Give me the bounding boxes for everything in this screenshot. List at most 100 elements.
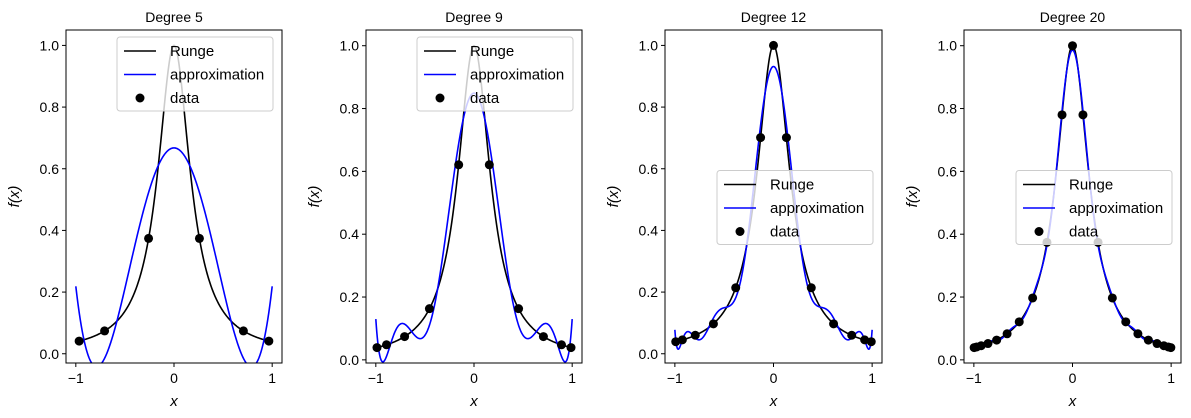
x-axis-label: x bbox=[1068, 393, 1077, 410]
data-point bbox=[976, 341, 986, 351]
legend-box bbox=[716, 170, 874, 245]
x-tick-label: 0 bbox=[170, 370, 178, 386]
legend-label: data bbox=[1069, 224, 1099, 241]
data-point bbox=[538, 332, 548, 342]
x-axis-label: x bbox=[469, 393, 478, 410]
data-point bbox=[806, 283, 816, 293]
y-tick-label: 0.8 bbox=[639, 99, 659, 115]
y-tick-label: 0.8 bbox=[938, 101, 958, 117]
data-point bbox=[566, 343, 576, 353]
legend-marker-data bbox=[1034, 227, 1044, 236]
y-tick-label: 0.0 bbox=[938, 352, 958, 368]
data-point bbox=[756, 133, 766, 143]
data-point bbox=[484, 160, 494, 170]
legend-label: approximation bbox=[470, 67, 564, 84]
legend-marker-data bbox=[435, 93, 445, 103]
data-point bbox=[514, 304, 524, 314]
x-tick-label: 1 bbox=[568, 370, 576, 386]
data-point bbox=[1121, 317, 1131, 327]
legend: Runge approximation data bbox=[716, 170, 874, 245]
data-point bbox=[144, 233, 154, 243]
legend-label: data bbox=[470, 90, 500, 107]
y-tick-label: 1.0 bbox=[340, 38, 360, 54]
data-point bbox=[992, 335, 1002, 345]
data-point bbox=[1133, 329, 1143, 339]
data-point bbox=[769, 40, 778, 50]
data-point bbox=[983, 339, 993, 349]
y-tick-label: 0.2 bbox=[639, 284, 659, 300]
legend-label: approximation bbox=[1069, 200, 1163, 217]
y-tick-label: 1.0 bbox=[639, 37, 659, 53]
legend-label: Runge bbox=[470, 43, 514, 60]
data-point bbox=[1028, 293, 1038, 303]
legend-label: approximation bbox=[770, 200, 864, 217]
x-tick-label: 1 bbox=[868, 370, 876, 386]
legend-label: approximation bbox=[170, 67, 264, 84]
data-point bbox=[424, 304, 434, 314]
subplot-3: Degree 12 −1 0 1 0.0 0.2 0.4 0.6 0.8 1.0 x f(x) Rung… bbox=[605, 9, 883, 410]
y-tick-label: 0.4 bbox=[40, 222, 60, 238]
data-point bbox=[556, 340, 566, 350]
x-tick-label: −1 bbox=[966, 370, 982, 386]
legend-label: data bbox=[770, 224, 800, 241]
legend-label: Runge bbox=[170, 43, 214, 60]
y-axis-label: f(x) bbox=[306, 186, 323, 208]
y-tick-label: 0.6 bbox=[639, 161, 659, 177]
y-tick-label: 0.4 bbox=[639, 222, 659, 238]
x-tick-label: 1 bbox=[268, 370, 276, 386]
legend-box bbox=[416, 36, 574, 112]
y-tick-label: 0.6 bbox=[340, 163, 360, 179]
subplot-title: Degree 12 bbox=[741, 9, 807, 25]
subplot-1: Degree 5 −1 0 1 0.0 0.2 0.4 0.6 0.8 1.0 x f(x) Runge… bbox=[6, 9, 283, 410]
data-point bbox=[100, 326, 110, 336]
x-axis-label: x bbox=[169, 393, 178, 410]
legend-marker-data bbox=[135, 93, 145, 103]
legend: Runge approximation data bbox=[116, 36, 274, 112]
legend-box bbox=[116, 36, 274, 112]
data-point bbox=[194, 233, 204, 243]
subplot-4: Degree 20 −1 0 1 0.0 0.2 0.4 0.6 0.8 1.0 x f(x) Rung… bbox=[904, 9, 1182, 410]
data-point bbox=[1078, 110, 1088, 120]
x-tick-label: −1 bbox=[368, 370, 384, 386]
x-tick-label: 1 bbox=[1167, 370, 1175, 386]
x-tick-label: −1 bbox=[667, 370, 683, 386]
legend: Runge approximation data bbox=[1015, 170, 1173, 245]
data-point bbox=[400, 332, 410, 342]
data-point bbox=[690, 330, 700, 340]
x-tick-label: 0 bbox=[770, 370, 778, 386]
series-line-approximation bbox=[75, 147, 273, 363]
subplot-title: Degree 5 bbox=[145, 9, 203, 25]
data-point bbox=[708, 319, 718, 329]
data-point bbox=[382, 340, 392, 350]
y-tick-label: 0.6 bbox=[40, 161, 60, 177]
y-tick-label: 0.6 bbox=[938, 163, 958, 179]
x-axis-label: x bbox=[769, 393, 778, 410]
subplot-title: Degree 9 bbox=[445, 9, 503, 25]
y-axis-label: f(x) bbox=[904, 186, 921, 208]
y-tick-label: 0.8 bbox=[340, 101, 360, 117]
data-point bbox=[731, 283, 741, 293]
y-tick-label: 0.2 bbox=[938, 289, 958, 305]
data-point bbox=[1068, 41, 1077, 51]
legend-label: Runge bbox=[770, 177, 814, 194]
x-tick-label: −1 bbox=[68, 370, 84, 386]
data-point bbox=[1002, 329, 1012, 339]
data-point bbox=[238, 326, 248, 336]
y-axis-label: f(x) bbox=[605, 186, 622, 208]
data-point bbox=[1152, 339, 1162, 349]
data-point bbox=[1166, 343, 1176, 353]
x-tick-label: 0 bbox=[470, 370, 478, 386]
y-tick-label: 0.2 bbox=[340, 289, 360, 305]
data-point bbox=[866, 337, 876, 347]
y-tick-label: 1.0 bbox=[40, 37, 60, 53]
y-tick-label: 0.0 bbox=[40, 346, 60, 362]
legend-label: data bbox=[170, 90, 200, 107]
data-point bbox=[264, 336, 274, 346]
data-point bbox=[1107, 293, 1117, 303]
data-point bbox=[829, 319, 839, 329]
data-point bbox=[74, 336, 84, 346]
series-line-approximation bbox=[375, 92, 573, 363]
y-axis-label: f(x) bbox=[6, 186, 23, 208]
y-tick-label: 1.0 bbox=[938, 38, 958, 54]
